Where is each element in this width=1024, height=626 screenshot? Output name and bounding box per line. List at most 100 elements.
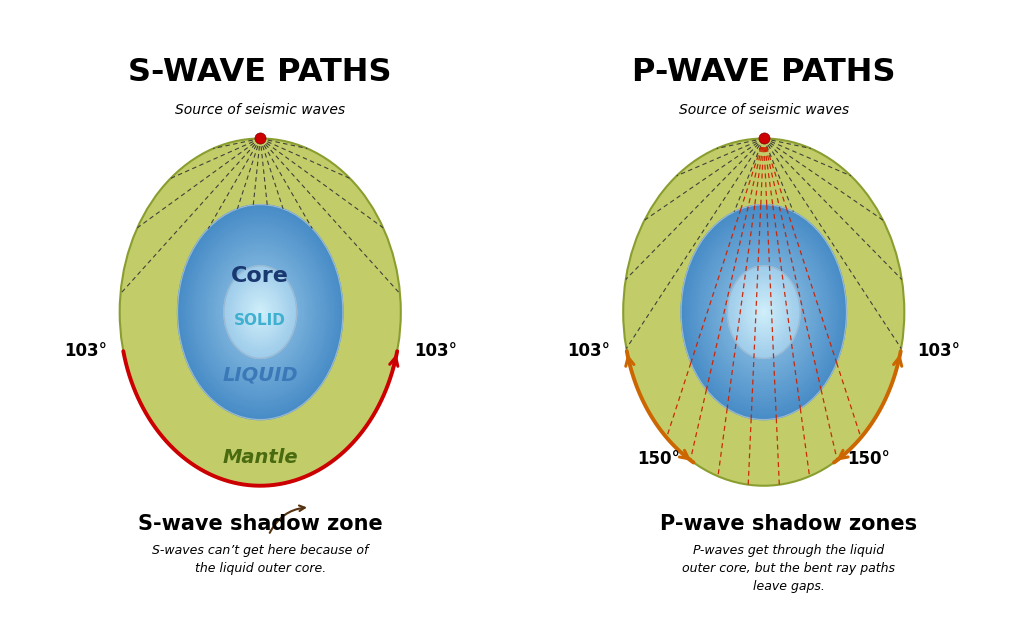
Text: Source of seismic waves: Source of seismic waves [175, 103, 345, 117]
Ellipse shape [757, 303, 771, 321]
Ellipse shape [731, 270, 797, 354]
Text: 150°: 150° [637, 450, 680, 468]
Text: P-wave shadow zones: P-wave shadow zones [660, 514, 918, 534]
Ellipse shape [722, 259, 805, 366]
Ellipse shape [239, 284, 282, 340]
Title: P-WAVE PATHS: P-WAVE PATHS [632, 56, 896, 88]
Ellipse shape [227, 270, 293, 354]
Ellipse shape [213, 250, 308, 374]
Ellipse shape [758, 304, 770, 320]
Ellipse shape [699, 229, 827, 396]
Ellipse shape [256, 307, 264, 317]
Ellipse shape [762, 309, 766, 315]
Ellipse shape [743, 287, 783, 337]
Text: 103°: 103° [567, 342, 610, 360]
Ellipse shape [745, 288, 782, 336]
Ellipse shape [703, 234, 823, 390]
Ellipse shape [223, 264, 297, 361]
Ellipse shape [738, 280, 790, 344]
Ellipse shape [687, 213, 841, 411]
Ellipse shape [750, 294, 778, 331]
Text: 150°: 150° [847, 450, 890, 468]
Ellipse shape [224, 266, 297, 359]
Ellipse shape [708, 240, 819, 384]
Ellipse shape [706, 237, 821, 387]
Ellipse shape [231, 275, 290, 349]
Ellipse shape [187, 218, 333, 406]
Ellipse shape [251, 300, 269, 324]
Ellipse shape [624, 138, 904, 486]
Ellipse shape [685, 210, 843, 414]
Ellipse shape [233, 277, 288, 347]
Ellipse shape [225, 268, 295, 356]
Ellipse shape [751, 296, 776, 328]
Ellipse shape [759, 305, 769, 319]
Ellipse shape [727, 266, 800, 359]
Ellipse shape [227, 269, 293, 355]
Ellipse shape [207, 242, 314, 382]
Ellipse shape [242, 289, 279, 336]
Text: Mantle: Mantle [222, 448, 298, 467]
Ellipse shape [748, 290, 780, 334]
Ellipse shape [729, 268, 799, 356]
Ellipse shape [756, 301, 772, 323]
Ellipse shape [240, 285, 281, 339]
Ellipse shape [720, 255, 807, 369]
Ellipse shape [234, 280, 286, 344]
Ellipse shape [225, 267, 295, 358]
Ellipse shape [190, 221, 331, 404]
Ellipse shape [683, 207, 845, 417]
Ellipse shape [215, 253, 306, 371]
Ellipse shape [755, 300, 773, 324]
Ellipse shape [731, 269, 797, 355]
Text: 103°: 103° [414, 342, 457, 360]
Ellipse shape [753, 298, 775, 326]
Ellipse shape [743, 285, 784, 339]
Ellipse shape [237, 282, 284, 342]
Ellipse shape [211, 248, 310, 377]
Ellipse shape [233, 277, 287, 347]
Ellipse shape [718, 253, 809, 371]
Ellipse shape [253, 303, 267, 321]
Ellipse shape [695, 223, 831, 401]
Ellipse shape [250, 299, 270, 326]
Ellipse shape [244, 291, 276, 333]
Ellipse shape [750, 294, 778, 331]
Title: S-WAVE PATHS: S-WAVE PATHS [128, 56, 392, 88]
Ellipse shape [733, 272, 795, 352]
Ellipse shape [229, 272, 291, 352]
Ellipse shape [241, 287, 281, 337]
Text: P-waves get through the liquid
outer core, but the bent ray paths
leave gaps.: P-waves get through the liquid outer cor… [682, 543, 895, 593]
Ellipse shape [248, 296, 273, 328]
Ellipse shape [217, 255, 304, 369]
Text: 103°: 103° [63, 342, 106, 360]
Ellipse shape [736, 277, 791, 347]
Ellipse shape [229, 273, 291, 351]
Ellipse shape [681, 205, 847, 419]
Ellipse shape [197, 229, 325, 396]
Ellipse shape [244, 290, 276, 334]
Ellipse shape [727, 264, 801, 361]
Ellipse shape [737, 277, 791, 347]
Ellipse shape [693, 221, 834, 404]
Ellipse shape [748, 291, 780, 333]
Ellipse shape [257, 307, 264, 317]
Text: S-waves can’t get here because of
the liquid outer core.: S-waves can’t get here because of the li… [152, 543, 369, 575]
Text: 103°: 103° [918, 342, 961, 360]
Ellipse shape [745, 289, 782, 336]
Text: Core: Core [231, 265, 289, 285]
Ellipse shape [203, 237, 318, 387]
Ellipse shape [760, 307, 767, 317]
Ellipse shape [739, 280, 788, 344]
Ellipse shape [725, 261, 803, 363]
Ellipse shape [120, 138, 400, 486]
Text: SOLID: SOLID [234, 313, 286, 328]
Ellipse shape [238, 282, 283, 342]
Ellipse shape [255, 305, 265, 319]
Ellipse shape [741, 282, 786, 342]
Ellipse shape [219, 259, 302, 366]
Ellipse shape [691, 218, 837, 406]
Ellipse shape [181, 210, 339, 414]
Ellipse shape [762, 310, 766, 314]
Ellipse shape [710, 242, 817, 382]
